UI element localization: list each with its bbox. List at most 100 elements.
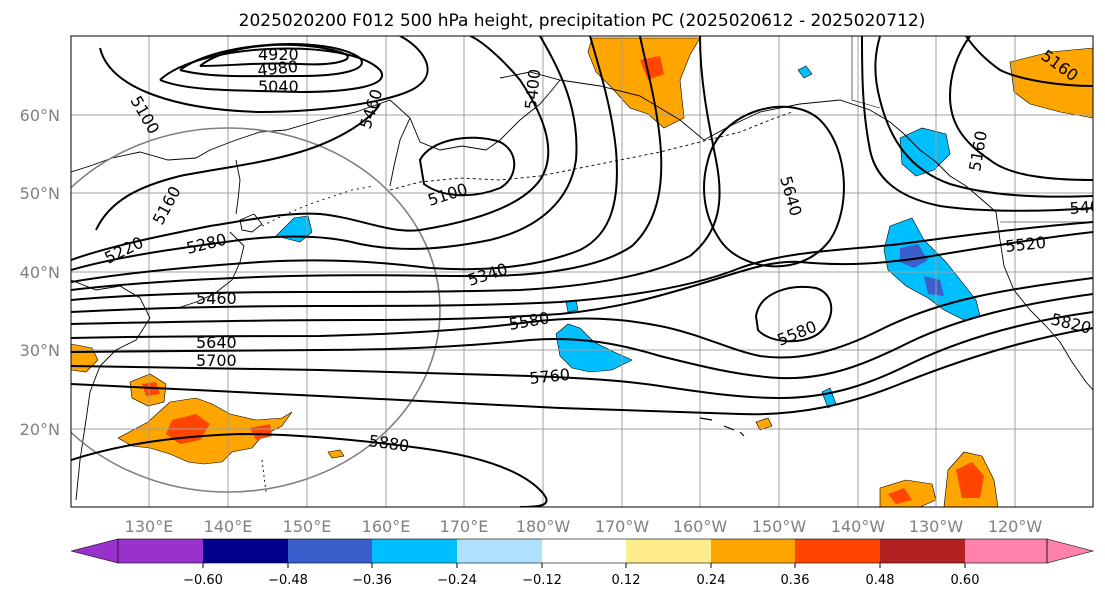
- colorbar-segment: [965, 539, 1047, 563]
- colorbar-tick-label: −0.12: [522, 573, 562, 588]
- contour-5220: [71, 36, 550, 261]
- colorbar: −0.60 −0.48 −0.36 −0.24 −0.12 0.12 0.24 …: [70, 538, 1095, 588]
- contour-5100-low: [418, 136, 516, 197]
- lon-label: 150°E: [283, 517, 332, 536]
- contour-5580-closed: [754, 286, 833, 343]
- colorbar-segment: [626, 539, 711, 563]
- colorbar-tick-label: 0.60: [951, 573, 980, 588]
- colorbar-tick-label: −0.36: [352, 573, 392, 588]
- colorbar-segment: [457, 539, 542, 563]
- contour-label: 4980: [256, 57, 298, 80]
- colorbar-segment: [711, 539, 795, 563]
- coast-bc-alaska-panhandle: [889, 121, 997, 213]
- contour-label: 5760: [528, 365, 570, 388]
- coast-russia-far-east: [71, 79, 561, 173]
- lon-label: 150°W: [752, 517, 807, 536]
- colorbar-tick-label: −0.24: [437, 573, 477, 588]
- precip-area-small-b: [327, 449, 345, 459]
- colorbar-ticks: [202, 563, 966, 568]
- coast-mariana: [261, 459, 267, 493]
- colorbar-segment: [880, 539, 965, 563]
- lon-label: 140°W: [831, 517, 886, 536]
- precip-core-wpac-c: [250, 424, 272, 440]
- lon-label: 140°E: [204, 517, 253, 536]
- lon-label: 160°W: [673, 517, 728, 536]
- latitude-labels: 60°N 50°N 40°N 30°N 20°N: [20, 106, 60, 439]
- contour-5640: [71, 277, 1093, 359]
- precip-core-wpac-b: [142, 382, 160, 396]
- contour-5820: [71, 327, 1093, 416]
- figure-title: 2025020200 F012 500 hPa height, precipit…: [239, 11, 926, 31]
- contour-5760: [71, 311, 1093, 400]
- colorbar-tick-label: 0.24: [697, 573, 726, 588]
- contour-label: 5640: [196, 333, 237, 352]
- contour-5160-a: [95, 103, 381, 231]
- contour-5280-east: [874, 36, 1093, 198]
- map-panel: 4920 4980 5040 5100 5100 5160 5220 5280 …: [71, 36, 1105, 507]
- lat-label: 60°N: [20, 106, 60, 125]
- lon-label: 170°W: [595, 517, 650, 536]
- contour-label: 5700: [196, 351, 237, 370]
- lon-label: 160°E: [362, 517, 411, 536]
- lat-label: 40°N: [20, 263, 60, 282]
- colorbar-frame: [117, 538, 1048, 564]
- contour-4980: [179, 43, 363, 78]
- precip-area-alaska: [587, 37, 701, 129]
- precip-core-epac-a: [956, 462, 984, 498]
- longitude-labels: 130°E 140°E 150°E 160°E 170°E 180°W 170°…: [125, 517, 1043, 536]
- colorbar-segment: [203, 539, 288, 563]
- coast-korea-china: [71, 279, 151, 501]
- precip-negative-cores: [900, 244, 944, 296]
- contour-5040: [159, 47, 383, 94]
- coast-hawaii: [699, 417, 745, 437]
- lat-label: 50°N: [20, 184, 60, 203]
- height-contours: [71, 36, 1093, 507]
- precip-area-small-a: [755, 417, 773, 431]
- colorbar-tick-label: 0.48: [866, 573, 895, 588]
- contour-label: 4920: [258, 45, 299, 64]
- contour-5100-north: [99, 36, 429, 114]
- lat-label: 30°N: [20, 341, 60, 360]
- contour-5460: [71, 36, 721, 301]
- coast-us-west: [995, 211, 1093, 391]
- colorbar-extend-low: [70, 538, 119, 564]
- tropical-cyclone-circle: [71, 127, 441, 493]
- colorbar-tick-label: −0.60: [183, 573, 223, 588]
- colorbar-tick-label: −0.48: [268, 573, 308, 588]
- coast-aleutians: [389, 111, 793, 191]
- map-frame: [70, 35, 1094, 508]
- contour-5640-ring: [703, 105, 845, 268]
- lon-label: 180°W: [516, 517, 571, 536]
- colorbar-segment: [288, 539, 372, 563]
- contour-label: 5400: [521, 68, 544, 110]
- coast-sakhalin: [235, 159, 241, 215]
- contour-5160-east-2: [948, 36, 1093, 181]
- precip-area-blue-5: [797, 65, 813, 79]
- colorbar-segment: [795, 539, 880, 563]
- coast-alaska: [499, 71, 891, 141]
- colorbar-segment: [118, 539, 203, 563]
- contour-label: 5400: [1069, 196, 1105, 218]
- coast-hokkaido: [239, 213, 263, 233]
- contour-5520: [71, 221, 1093, 313]
- contour-5880: [71, 432, 548, 507]
- colorbar-tick-label: 0.12: [612, 573, 641, 588]
- lon-label: 130°E: [125, 517, 174, 536]
- colorbar-segment: [372, 539, 457, 563]
- coastlines: [71, 36, 1093, 501]
- contour-5340-east: [861, 36, 1093, 212]
- lon-label: 130°W: [909, 517, 964, 536]
- colorbar-segment: [542, 539, 626, 563]
- precip-core-epac-b: [888, 488, 912, 504]
- contour-label: 5040: [258, 77, 299, 96]
- colorbar-extend-high: [1046, 538, 1095, 564]
- contour-5340: [71, 36, 618, 283]
- coast-kamchatka: [389, 117, 411, 187]
- contour-5160-east: [965, 36, 1093, 87]
- precip-core-blue-1: [900, 244, 928, 268]
- contour-5700: [71, 293, 1093, 380]
- border-alaska-canada: [851, 36, 881, 109]
- lon-label: 120°W: [988, 517, 1043, 536]
- contour-5400: [71, 36, 663, 291]
